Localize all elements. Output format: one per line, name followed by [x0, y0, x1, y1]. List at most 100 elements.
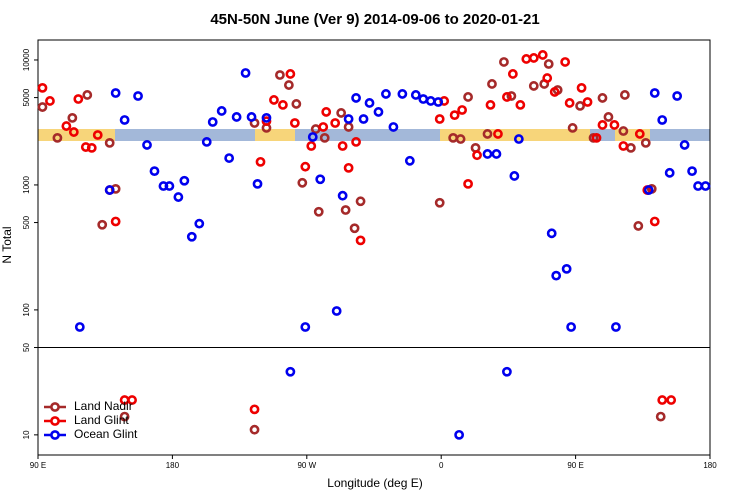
point [216, 106, 227, 116]
point [619, 90, 630, 100]
point [564, 98, 575, 108]
point [351, 137, 361, 147]
point [318, 122, 329, 132]
point [336, 108, 347, 118]
point [331, 306, 342, 316]
point [133, 91, 143, 101]
point [425, 96, 436, 106]
point [502, 92, 512, 102]
point [343, 162, 354, 173]
point [285, 69, 296, 79]
point [434, 197, 445, 208]
point [499, 57, 509, 67]
point [404, 155, 415, 166]
point [618, 141, 629, 151]
point [463, 178, 473, 189]
point [664, 167, 675, 178]
point [194, 218, 205, 229]
point [566, 322, 577, 332]
y-tick-label: 500 [22, 215, 31, 229]
y-axis-label: N Total [0, 226, 14, 263]
point [454, 429, 465, 440]
point [543, 59, 554, 69]
point [666, 395, 677, 405]
point [576, 82, 587, 93]
point [300, 161, 311, 172]
point [179, 175, 190, 186]
point [82, 90, 93, 100]
point [537, 50, 548, 60]
x-tick-label: 90 W [297, 461, 316, 470]
point [388, 122, 399, 132]
point [231, 112, 242, 122]
point [491, 149, 502, 159]
point [449, 110, 460, 121]
point [506, 91, 517, 101]
point [549, 87, 560, 97]
point [97, 219, 108, 230]
point [307, 132, 318, 142]
point [455, 134, 466, 144]
point [643, 185, 654, 195]
point [649, 88, 660, 98]
y-tick-label: 5000 [22, 88, 31, 106]
point [482, 149, 493, 159]
x-tick-label: 0 [439, 461, 444, 470]
x-tick-label: 180 [703, 461, 717, 470]
point [68, 127, 79, 137]
point [315, 174, 326, 185]
orbit-track [38, 129, 710, 141]
point [45, 96, 55, 106]
point [649, 216, 660, 227]
y-tick-label: 1000 [22, 175, 31, 193]
point [591, 132, 602, 143]
point [252, 178, 263, 189]
point [507, 69, 518, 79]
point [142, 140, 152, 150]
point [119, 115, 130, 125]
point [278, 100, 288, 110]
point [546, 228, 557, 239]
point [319, 132, 330, 143]
point [73, 94, 84, 104]
legend-label: Land Nadir [74, 399, 133, 413]
point [657, 115, 668, 125]
point [493, 129, 503, 139]
point [186, 231, 197, 242]
point [306, 141, 317, 151]
point [373, 107, 384, 117]
point [255, 156, 266, 167]
point [240, 68, 251, 78]
point [358, 114, 369, 124]
point [528, 81, 539, 91]
point [224, 153, 235, 163]
point [249, 404, 260, 415]
y-tick-label: 10 [22, 430, 31, 439]
point [457, 105, 468, 115]
point [521, 54, 532, 64]
point [472, 150, 482, 161]
point [672, 91, 683, 101]
point [52, 132, 63, 143]
point [37, 102, 48, 112]
point [502, 366, 512, 377]
point [283, 80, 294, 90]
point [61, 121, 72, 131]
point [633, 221, 644, 231]
point [700, 181, 711, 191]
point [575, 101, 585, 111]
x-tick-label: 90 E [30, 461, 46, 470]
point [603, 112, 614, 122]
point [434, 114, 445, 124]
point [657, 395, 668, 405]
legend-marker [50, 430, 60, 440]
point [513, 134, 524, 144]
point [74, 322, 85, 332]
point [351, 93, 361, 103]
point [92, 130, 103, 140]
point [340, 205, 351, 215]
point [164, 181, 175, 191]
point [561, 263, 572, 274]
point [482, 129, 493, 139]
point [173, 192, 184, 202]
